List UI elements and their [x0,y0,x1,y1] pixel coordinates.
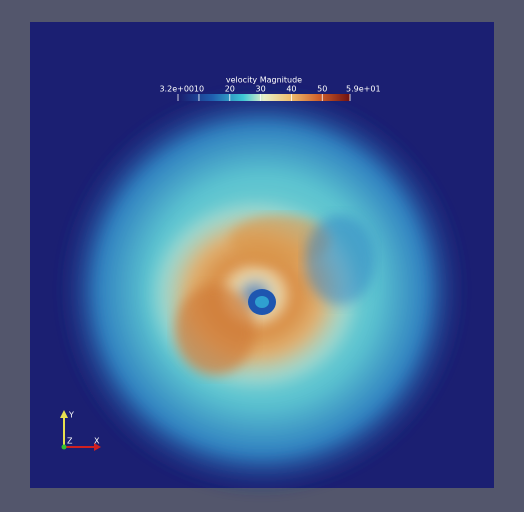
axis-label: Y [68,411,74,420]
colorbar-tick-label: 5.9e+01 [346,85,381,94]
colorbar-tick-label: 40 [286,85,296,94]
axis-label: Z [67,437,73,446]
colorbar-tick-label: 10 [194,85,204,94]
velocity-field [57,85,467,495]
colorbar [178,94,350,101]
colorbar-title: velocity Magnitude [226,76,302,85]
colorbar-tick-label: 20 [225,85,235,94]
colorbar-tick-label: 50 [317,85,327,94]
colorbar-tick-label: 3.2e+00 [159,85,194,94]
colorbar-tick-label: 30 [256,85,266,94]
axes-triad: Y Z X [60,410,101,451]
axis-label: X [94,437,100,446]
